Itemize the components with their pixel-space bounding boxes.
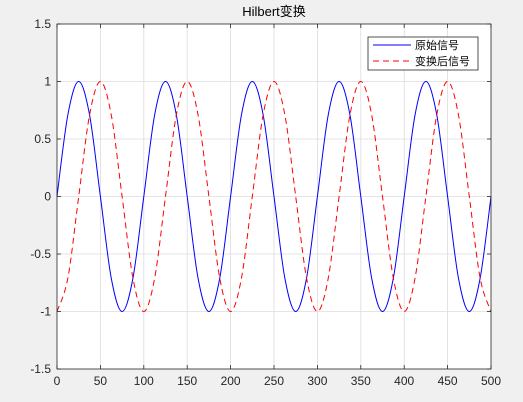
y-tick-label: 0 xyxy=(44,190,51,204)
x-tick-label: 100 xyxy=(134,374,154,388)
y-tick-label: 0.5 xyxy=(34,132,51,146)
y-tick-label: -1.5 xyxy=(30,362,51,376)
y-tick-label: -0.5 xyxy=(30,247,51,261)
chart-title: Hilbert变换 xyxy=(242,4,306,19)
x-tick-label: 150 xyxy=(177,374,197,388)
y-tick-label: 1.5 xyxy=(34,17,51,31)
x-tick-label: 0 xyxy=(54,374,61,388)
x-tick-label: 300 xyxy=(307,374,327,388)
legend-label-original: 原始信号 xyxy=(415,38,459,52)
series-line-original xyxy=(56,80,492,313)
series-line-transformed xyxy=(56,80,492,313)
y-tick-label: -1 xyxy=(40,305,51,319)
series-layer xyxy=(56,80,492,313)
y-tick-label: 1 xyxy=(44,75,51,89)
legend-box xyxy=(367,36,479,71)
legend-label-transformed: 变换后信号 xyxy=(415,54,470,68)
x-tick-label: 400 xyxy=(394,374,414,388)
x-tick-label: 50 xyxy=(94,374,108,388)
x-tick-label: 350 xyxy=(351,374,371,388)
legend: 原始信号 变换后信号 xyxy=(367,36,479,71)
x-tick-label: 250 xyxy=(264,374,284,388)
x-tick-label: 500 xyxy=(481,374,501,388)
ticks: 0 50 100 150 200 250 300 350 400 450 500 -1.5 -1 -0.5… xyxy=(30,17,501,388)
x-tick-label: 200 xyxy=(221,374,241,388)
x-tick-label: 450 xyxy=(438,374,458,388)
